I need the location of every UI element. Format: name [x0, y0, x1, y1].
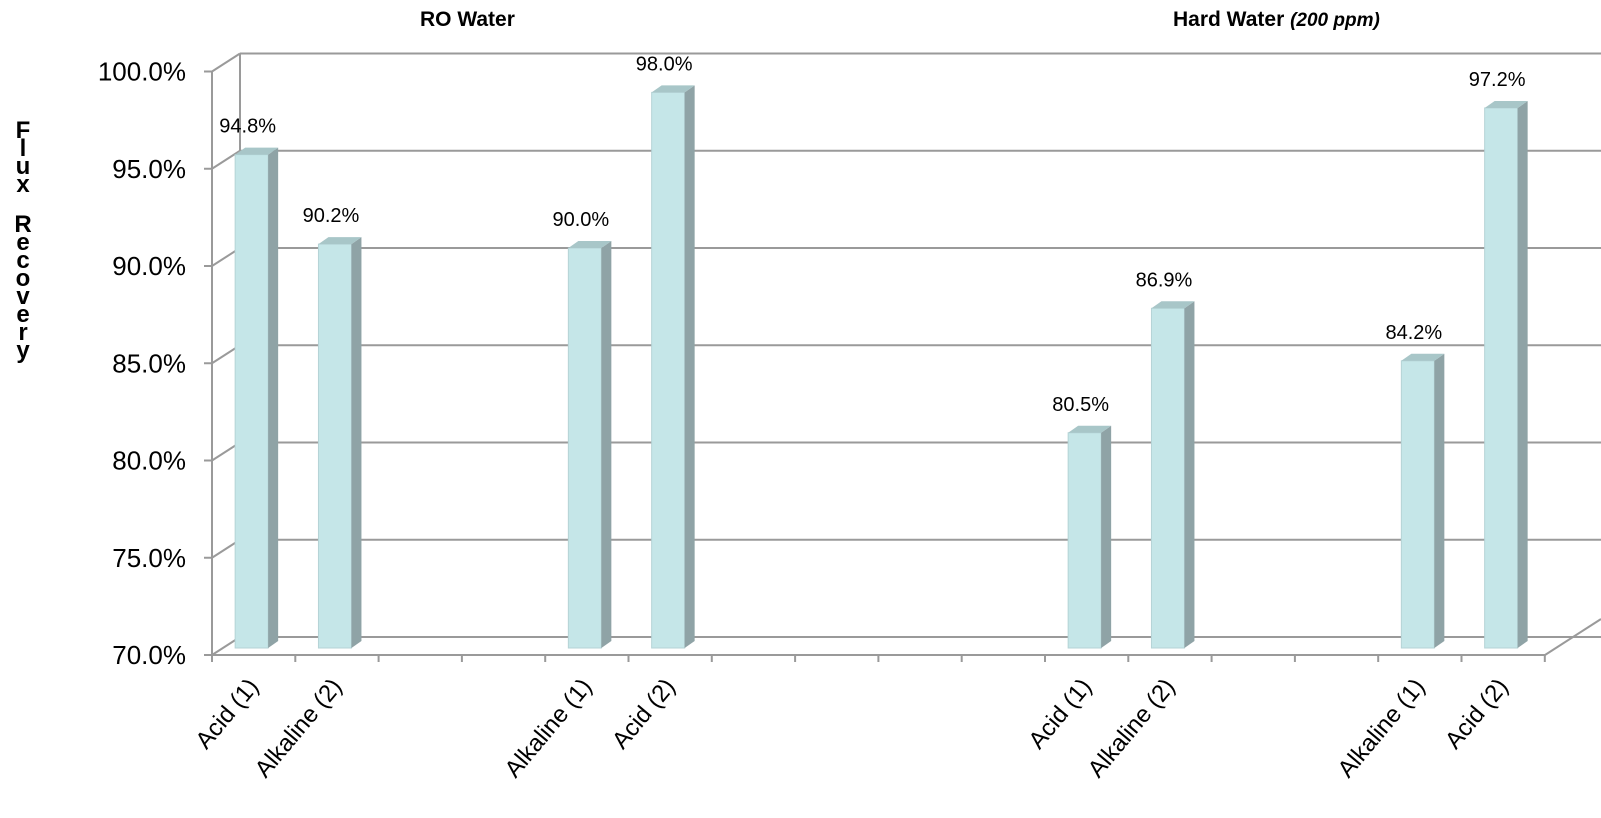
y-axis-label-char: y [16, 337, 30, 364]
bar-top [568, 241, 612, 248]
category-label: Acid (2) [1440, 674, 1514, 755]
floor-edge [1544, 618, 1601, 656]
y-axis-label-char: e [16, 301, 30, 328]
y-tick-label: 95.0% [112, 154, 186, 184]
data-label: 80.5% [1052, 394, 1109, 416]
y-axis-label-char: x [16, 171, 30, 198]
data-label: 90.2% [303, 205, 360, 227]
bar-top [1484, 100, 1528, 108]
bar-side [1101, 425, 1112, 648]
bar-side [1517, 100, 1528, 648]
bar-side [351, 237, 362, 649]
group-title-text: RO Water [420, 8, 515, 31]
bar [234, 154, 269, 649]
bar-top [1068, 425, 1112, 433]
bar [1150, 307, 1185, 649]
bar-side [268, 147, 279, 648]
bar-top [318, 237, 362, 245]
y-axis-label-char: c [16, 247, 30, 274]
y-tick-label: 80.0% [112, 446, 186, 476]
category-label: Alkaline (2) [250, 674, 348, 783]
category-label: Alkaline (1) [500, 674, 598, 783]
category-label: Alkaline (2) [1083, 674, 1181, 783]
data-label: 84.2% [1385, 322, 1442, 344]
y-axis-label-char: F [15, 117, 31, 144]
y-tick-label: 85.0% [112, 348, 186, 378]
bar [1400, 360, 1435, 649]
y-tick-label: 100.0% [98, 57, 186, 87]
bar-top [651, 85, 695, 93]
bar [1067, 432, 1102, 649]
bar-top [1151, 301, 1195, 309]
category-label: Acid (1) [1023, 674, 1097, 755]
data-label: 97.2% [1469, 69, 1526, 91]
y-tick-label: 75.0% [112, 543, 186, 573]
y-axis-label-char: e [16, 229, 30, 256]
bar [317, 243, 352, 649]
y-axis-label-char: o [15, 265, 31, 292]
gridline-side [211, 52, 241, 73]
bar [1484, 107, 1519, 649]
bar-side [684, 85, 695, 648]
data-label: 90.0% [552, 209, 609, 231]
group-title-hard-water: Hard Water (200 ppm) [1173, 8, 1380, 32]
data-label: 86.9% [1136, 269, 1193, 291]
y-axis-label-char: R [14, 211, 32, 238]
category-label: Alkaline (1) [1333, 674, 1431, 783]
bar-top [235, 147, 279, 155]
y-axis-label-char: u [15, 153, 31, 180]
gridline-side [211, 149, 241, 170]
bar [651, 91, 686, 649]
data-label: 94.8% [219, 116, 276, 138]
bar-side [1184, 301, 1195, 648]
group-title-ro-water: RO Water [420, 8, 515, 32]
category-label: Acid (2) [607, 674, 681, 755]
data-label: 98.0% [636, 53, 693, 75]
bar-side [1434, 353, 1445, 648]
category-label: Acid (1) [190, 674, 264, 755]
y-axis-label-char: l [19, 135, 27, 162]
y-axis-label-char: r [18, 319, 28, 346]
group-subtitle-text: (200 ppm) [1290, 10, 1380, 31]
bar-side [601, 241, 612, 648]
bar [567, 247, 602, 649]
y-tick-label: 90.0% [112, 251, 186, 281]
y-tick-label: 70.0% [112, 640, 186, 670]
group-title-text: Hard Water [1173, 8, 1285, 31]
y-axis-label-char: v [16, 283, 30, 310]
bar-top [1401, 353, 1445, 361]
